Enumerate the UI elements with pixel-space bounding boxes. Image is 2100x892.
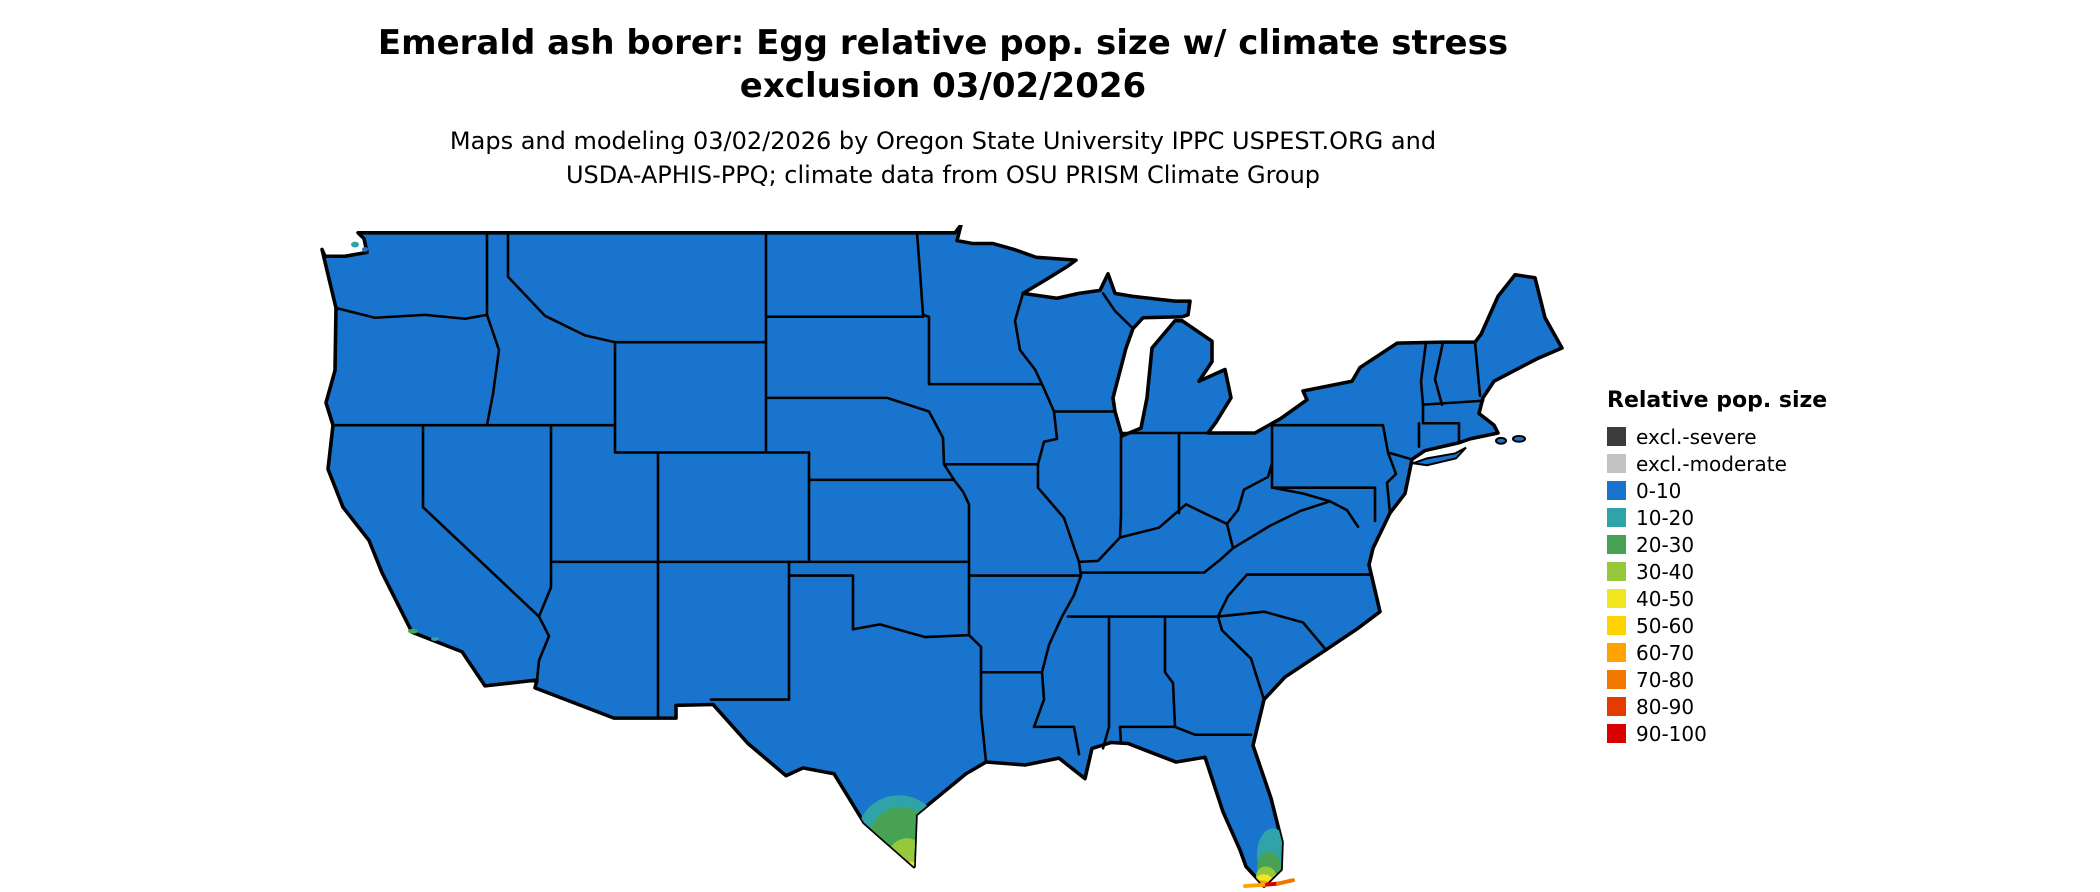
keys-segment-orange-west [1243, 882, 1269, 889]
legend-item-60-70: 60-70 [1607, 639, 1827, 666]
island-san-juan-1 [351, 241, 359, 248]
legend-swatch [1607, 427, 1626, 446]
legend-label: excl.-severe [1636, 424, 1757, 449]
us-landmass [320, 225, 1564, 888]
map-title-line2: exclusion 03/02/2026 [739, 66, 1147, 106]
legend-label: 60-70 [1636, 640, 1695, 665]
legend-label: excl.-moderate [1636, 451, 1787, 476]
florida-keys [1243, 878, 1295, 889]
legend-label: 50-60 [1636, 613, 1695, 638]
legend-item-70-80: 70-80 [1607, 666, 1827, 693]
legend-swatch [1607, 562, 1626, 581]
legend-swatch [1607, 670, 1626, 689]
legend-item-10-20: 10-20 [1607, 504, 1827, 531]
legend-item-90-100: 90-100 [1607, 720, 1827, 747]
legend-label: 90-100 [1636, 721, 1707, 746]
legend-label: 10-20 [1636, 505, 1695, 530]
legend-item-80-90: 80-90 [1607, 693, 1827, 720]
legend-label: 80-90 [1636, 694, 1695, 719]
island-channel-1 [408, 628, 418, 634]
legend-swatch [1607, 697, 1626, 716]
legend-label: 20-30 [1636, 532, 1695, 557]
us-landmass-fill [320, 225, 1564, 888]
map-title-line1: Emerald ash borer: Egg relative pop. siz… [377, 23, 1509, 63]
legend-swatch [1607, 643, 1626, 662]
legend-label: 0-10 [1636, 478, 1682, 503]
legend-swatch [1607, 454, 1626, 473]
hotspot-south-texas-30-40 [887, 838, 927, 882]
map-subtitle: Maps and modeling 03/02/2026 by Oregon S… [143, 124, 1743, 192]
legend-label: 40-50 [1636, 586, 1695, 611]
header: Emerald ash borer: Egg relative pop. siz… [143, 22, 1743, 192]
legend-label: 70-80 [1636, 667, 1695, 692]
legend-item-30-40: 30-40 [1607, 558, 1827, 585]
legend-swatch [1607, 724, 1626, 743]
long-island [1412, 446, 1467, 467]
legend-item-0-10: 0-10 [1607, 477, 1827, 504]
island-channel-2 [431, 637, 439, 641]
legend-swatch [1607, 508, 1626, 527]
map-subtitle-line1: Maps and modeling 03/02/2026 by Oregon S… [449, 127, 1437, 155]
legend-swatch [1607, 535, 1626, 554]
legend-swatch [1607, 481, 1626, 500]
map-subtitle-line2: USDA-APHIS-PPQ; climate data from OSU PR… [565, 161, 1321, 189]
island-nantucket [1512, 434, 1526, 443]
legend: Relative pop. size excl.-severe excl.-mo… [1607, 388, 1827, 747]
legend-title: Relative pop. size [1607, 388, 1828, 413]
legend-item-40-50: 40-50 [1607, 585, 1827, 612]
legend-item-excl-severe: excl.-severe [1607, 423, 1827, 450]
island-marthas-vineyard [1495, 436, 1507, 445]
legend-swatch [1607, 616, 1626, 635]
legend-label: 30-40 [1636, 559, 1695, 584]
legend-swatch [1607, 589, 1626, 608]
legend-item-excl-moderate: excl.-moderate [1607, 450, 1827, 477]
legend-item-20-30: 20-30 [1607, 531, 1827, 558]
island-san-juan-2 [362, 246, 368, 252]
state-borders [331, 231, 1485, 764]
legend-item-50-60: 50-60 [1607, 612, 1827, 639]
keys-segment-orange-east [1276, 878, 1295, 886]
us-map [320, 225, 1564, 889]
islands [351, 241, 1526, 641]
